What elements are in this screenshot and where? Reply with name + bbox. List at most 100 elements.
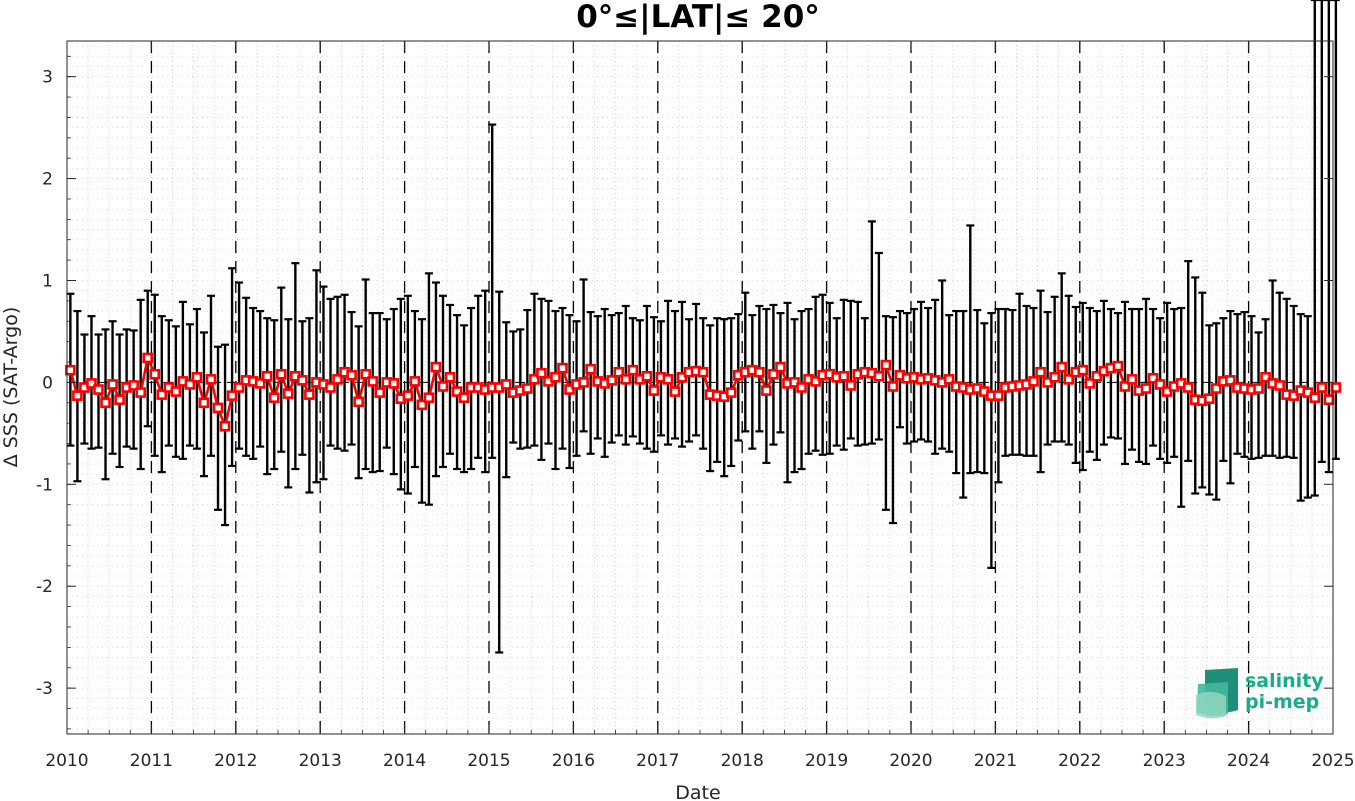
data-point <box>1147 373 1159 384</box>
data-point <box>142 352 154 364</box>
data-point <box>529 374 540 385</box>
data-point <box>613 366 625 378</box>
data-point <box>86 378 97 389</box>
data-point <box>353 396 364 408</box>
data-point <box>430 361 442 373</box>
data-point <box>409 376 421 387</box>
data-point <box>880 359 892 371</box>
data-point <box>578 377 589 388</box>
data-point <box>1211 383 1222 394</box>
data-point <box>641 370 653 382</box>
data-point <box>557 362 568 374</box>
salinity-pi-mep-logo: salinity pi-mep <box>1196 668 1324 719</box>
data-point <box>170 386 182 397</box>
y-tick-labels: -3 -2 -1 0 1 2 3 <box>36 68 53 699</box>
data-point <box>1330 382 1342 393</box>
data-point <box>761 385 772 396</box>
data-point <box>268 392 280 403</box>
data-point <box>669 386 681 397</box>
data-point <box>1063 374 1075 385</box>
data-point <box>100 397 111 409</box>
x-tick-label: 2024 <box>1227 751 1270 771</box>
chart-title: 0°≤|LAT|≤ 20° <box>576 0 820 35</box>
data-point <box>768 368 779 380</box>
data-point <box>500 379 512 390</box>
data-point <box>226 390 238 401</box>
y-tick-label: 3 <box>42 68 53 88</box>
x-tick-label: 2015 <box>467 751 510 771</box>
data-point <box>451 386 463 397</box>
data-point <box>697 366 709 378</box>
y-tick-label: 2 <box>42 170 53 190</box>
x-tick-label: 2022 <box>1058 751 1101 771</box>
data-point <box>437 381 449 392</box>
data-point <box>93 384 104 395</box>
y-tick-label: -2 <box>36 577 53 597</box>
data-point <box>1316 382 1328 393</box>
data-point <box>648 385 660 396</box>
data-point <box>1077 364 1089 376</box>
data-point <box>374 387 386 398</box>
data-point <box>873 370 885 382</box>
data-point <box>796 382 807 393</box>
data-point <box>1274 380 1285 391</box>
x-tick-label: 2025 <box>1311 751 1354 771</box>
data-point <box>585 363 596 375</box>
data-point <box>261 370 273 382</box>
data-point <box>1049 372 1060 383</box>
mean-series <box>65 352 1342 432</box>
data-point <box>1253 383 1264 394</box>
data-point <box>444 372 456 383</box>
x-tick-label: 2014 <box>383 751 426 771</box>
x-tick-label: 2011 <box>130 751 173 771</box>
data-point <box>1126 374 1138 385</box>
x-tick-label: 2023 <box>1143 751 1186 771</box>
data-point <box>1323 394 1335 406</box>
data-point <box>1182 382 1194 393</box>
data-point <box>149 368 161 380</box>
data-point <box>254 378 266 389</box>
y-axis-label: Δ SSS (SAT-Argo) <box>0 307 22 467</box>
data-point <box>606 375 618 386</box>
data-point <box>325 382 336 393</box>
x-axis-label: Date <box>675 782 720 801</box>
data-point <box>1204 393 1215 405</box>
data-point <box>212 402 224 414</box>
data-point <box>65 364 76 376</box>
data-point <box>416 399 428 411</box>
x-tick-label: 2021 <box>974 751 1017 771</box>
data-point <box>458 392 470 403</box>
data-point <box>219 420 231 432</box>
data-point <box>943 374 955 385</box>
data-point <box>1119 381 1131 392</box>
x-tick-label: 2016 <box>552 751 595 771</box>
data-point <box>72 390 83 401</box>
error-bars <box>66 0 1340 654</box>
x-tick-label: 2020 <box>889 751 932 771</box>
data-point <box>1140 383 1152 394</box>
data-point <box>1056 361 1067 373</box>
data-point <box>346 369 357 381</box>
data-point <box>550 372 561 383</box>
data-point <box>1154 379 1166 390</box>
data-point <box>754 366 765 378</box>
x-tick-label: 2018 <box>721 751 764 771</box>
data-point <box>297 375 308 386</box>
x-tick-label: 2019 <box>805 751 848 771</box>
data-point <box>1309 392 1321 403</box>
data-point <box>1112 360 1124 372</box>
data-point <box>423 392 435 403</box>
data-point <box>205 374 217 385</box>
y-tick-label: 1 <box>42 271 53 291</box>
data-point <box>887 381 899 392</box>
data-point <box>522 383 533 394</box>
data-point <box>1035 366 1046 378</box>
data-point <box>283 388 294 399</box>
x-tick-label: 2010 <box>45 751 88 771</box>
data-point <box>332 374 343 385</box>
data-point <box>388 378 400 389</box>
data-point <box>1028 376 1039 387</box>
data-point <box>402 390 414 401</box>
data-point <box>107 379 118 390</box>
x-tick-label: 2013 <box>299 751 342 771</box>
